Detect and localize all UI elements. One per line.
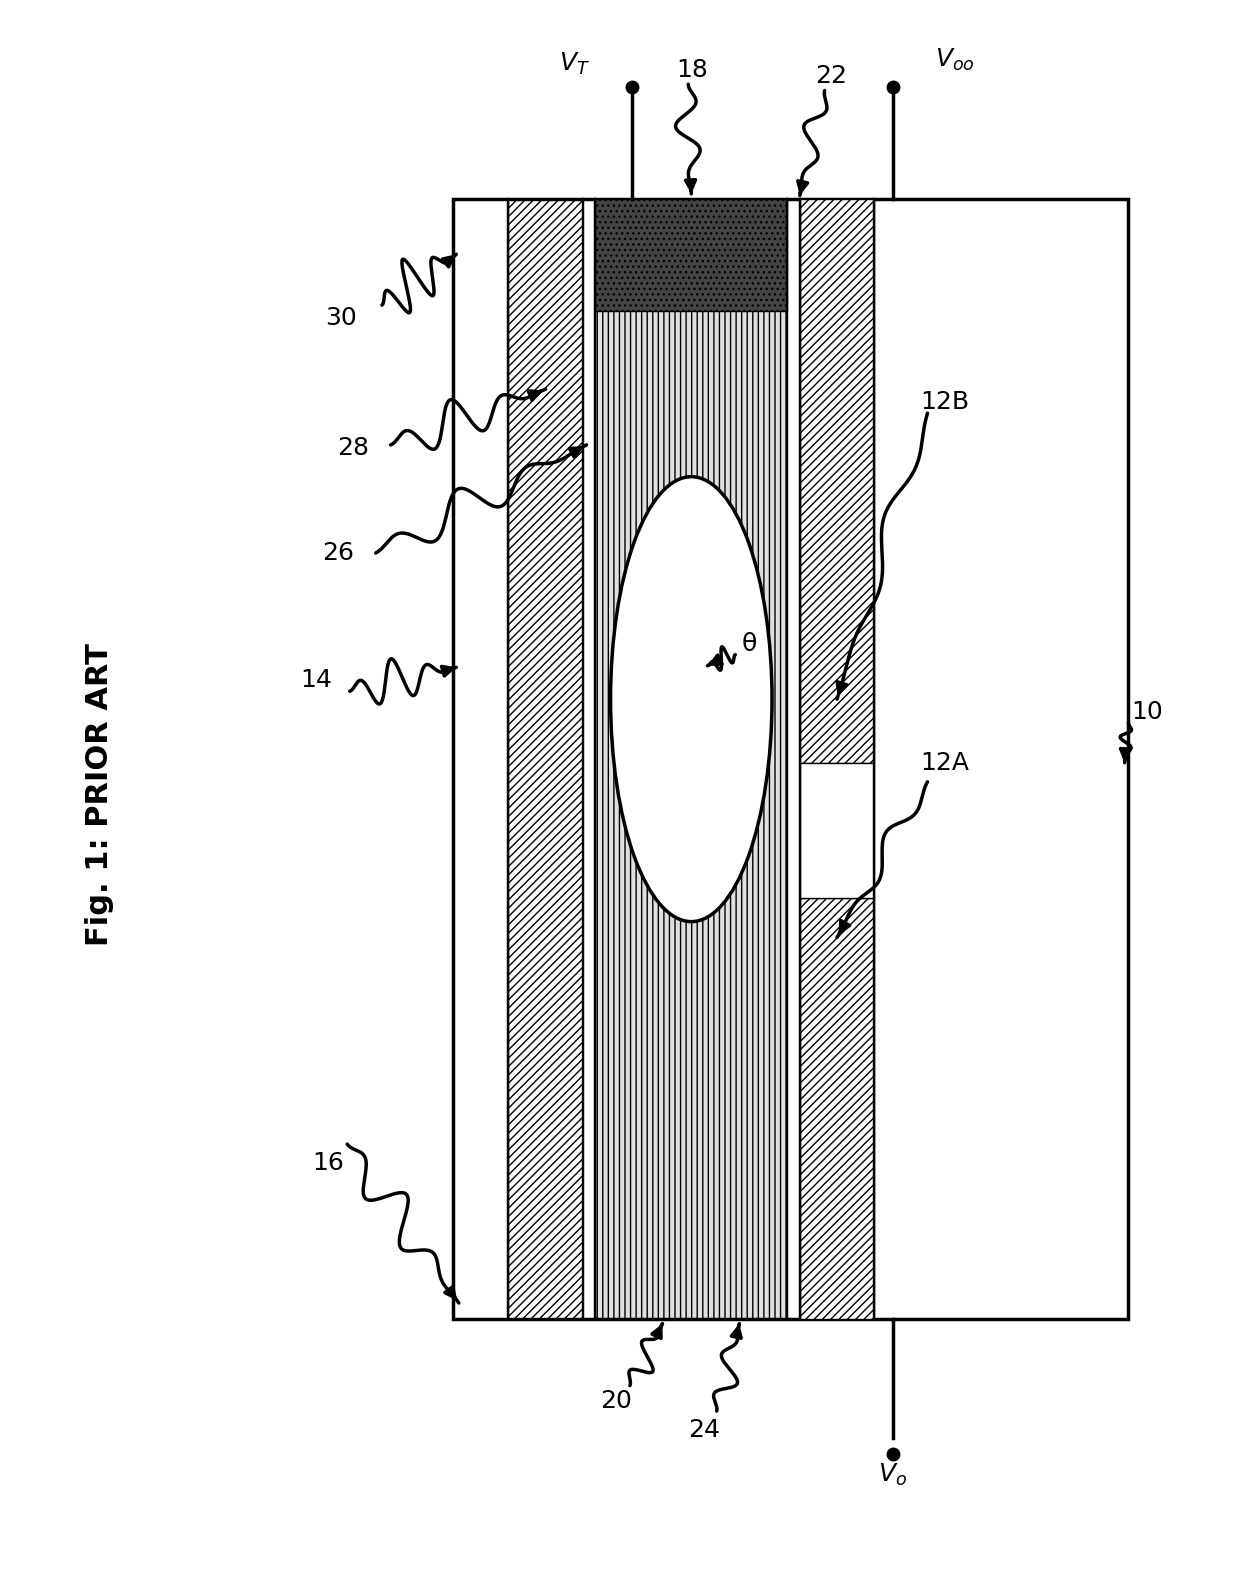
Text: 10: 10 xyxy=(1131,699,1163,725)
Text: Fig. 1: PRIOR ART: Fig. 1: PRIOR ART xyxy=(84,644,114,945)
Bar xyxy=(453,199,1128,1319)
Bar xyxy=(595,199,787,1319)
Text: $V_o$: $V_o$ xyxy=(878,1462,908,1487)
Text: 24: 24 xyxy=(688,1417,720,1443)
Bar xyxy=(800,898,874,1319)
Bar xyxy=(787,199,800,1319)
Text: 26: 26 xyxy=(322,540,355,566)
Text: 28: 28 xyxy=(337,435,370,461)
Text: 20: 20 xyxy=(600,1389,632,1414)
Bar xyxy=(800,763,874,898)
Text: $V_T$: $V_T$ xyxy=(559,51,589,76)
Bar xyxy=(453,199,508,1319)
Ellipse shape xyxy=(610,477,773,922)
Text: 22: 22 xyxy=(815,64,847,89)
Text: 30: 30 xyxy=(325,305,357,331)
Text: $V_{oo}$: $V_{oo}$ xyxy=(935,48,975,73)
Text: 14: 14 xyxy=(300,667,332,693)
Bar xyxy=(595,199,787,310)
Bar xyxy=(508,199,583,1319)
Bar xyxy=(800,199,874,763)
Bar xyxy=(874,199,1128,1319)
Text: 18: 18 xyxy=(676,57,708,83)
Bar xyxy=(583,199,595,1319)
Text: 16: 16 xyxy=(312,1150,345,1176)
Text: 12A: 12A xyxy=(920,750,970,775)
Text: 12B: 12B xyxy=(920,389,970,415)
Text: θ: θ xyxy=(742,631,756,656)
